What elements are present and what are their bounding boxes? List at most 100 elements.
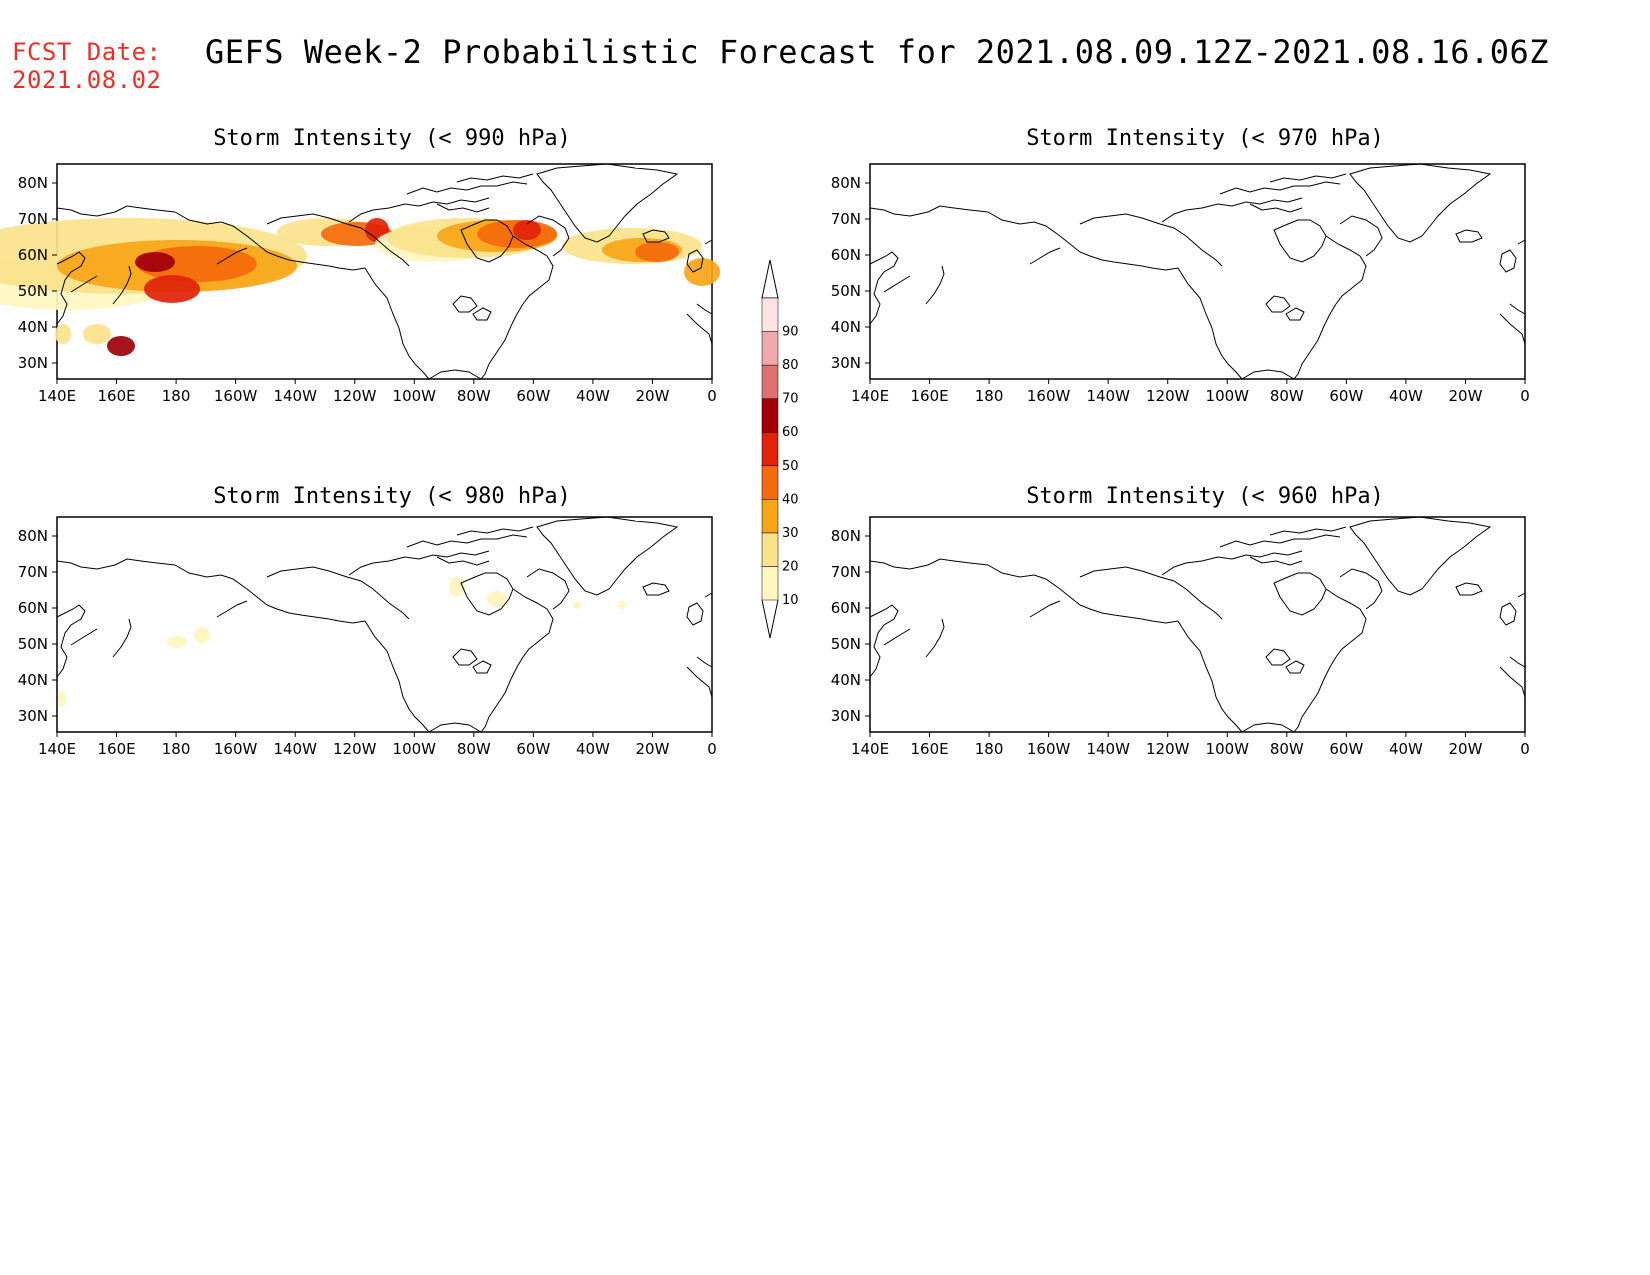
lat-tick-label: 30N [18,707,48,725]
probability-contour-fill [144,275,200,303]
lon-tick-label: 160W [1027,387,1071,405]
colorbar-legend: 10 20 30 40 50 60 70 80 90 [761,259,799,639]
lon-tick-label: 140E [851,387,889,405]
lat-tick-label: 70N [18,563,48,581]
lon-tick-label: 20W [1448,387,1482,405]
map-frame [869,516,1526,733]
lon-tick-label: 80W [1270,387,1304,405]
lat-tick-label: 30N [831,354,861,372]
lon-tick-label: 40W [576,387,610,405]
lon-tick-label: 180 [975,387,1004,405]
colorbar-swatch [761,532,779,567]
lon-tick-label: 40W [1389,740,1423,758]
lon-tick-label: 0 [707,387,717,405]
probability-contour-fill [684,258,720,286]
panel-title-990: Storm Intensity (< 990 hPa) [213,126,571,151]
lat-tick-label: 80N [18,527,48,545]
lat-tick-label: 60N [831,599,861,617]
probability-contour-fill [55,324,71,344]
lon-tick-label: 140W [1086,740,1130,758]
lon-tick-label: 120W [1146,387,1190,405]
panel-title-970: Storm Intensity (< 970 hPa) [1026,126,1384,151]
lon-tick-label: 140W [273,387,317,405]
lat-tick-label: 70N [18,210,48,228]
colorbar-level-label: 70 [782,392,799,407]
colorbar-swatch [761,297,779,332]
lat-tick-label: 40N [831,318,861,336]
lon-tick-label: 140W [1086,387,1130,405]
lon-tick-label: 0 [1520,387,1530,405]
lon-tick-label: 180 [162,387,191,405]
lon-tick-label: 0 [707,740,717,758]
lon-tick-label: 120W [333,387,377,405]
lat-tick-label: 80N [831,527,861,545]
forecast-date-label: FCST Date: 2021.08.02 [12,38,162,94]
panel-970-map [869,163,1526,380]
lon-tick-label: 80W [457,740,491,758]
lon-tick-label: 20W [635,740,669,758]
colorbar-level-label: 30 [782,526,799,541]
probability-contour-fill [618,601,626,609]
colorbar-level-label: 50 [782,459,799,474]
probability-contour-fill [194,627,210,643]
colorbar-swatch [761,331,779,366]
lat-tick-label: 40N [831,671,861,689]
colorbar-swatch [761,465,779,500]
lat-tick-label: 60N [18,246,48,264]
lon-tick-label: 100W [1206,387,1250,405]
lat-tick-label: 40N [18,318,48,336]
lon-tick-label: 60W [516,740,550,758]
lon-tick-label: 60W [516,387,550,405]
lon-tick-label: 100W [393,740,437,758]
lat-tick-label: 60N [831,246,861,264]
probability-contour-fill [135,252,175,272]
lon-tick-label: 20W [1448,740,1482,758]
lon-tick-label: 140E [38,387,76,405]
lon-tick-label: 160E [910,740,948,758]
lat-tick-label: 70N [831,210,861,228]
lon-tick-label: 40W [576,740,610,758]
colorbar-swatch [761,398,779,433]
lon-tick-label: 140E [851,740,889,758]
colorbar-level-label: 10 [782,593,799,608]
probability-contour-fill [167,636,187,648]
lat-tick-label: 60N [18,599,48,617]
lat-tick-label: 30N [831,707,861,725]
probability-contour-fill [635,242,679,262]
lon-tick-label: 160E [910,387,948,405]
lon-tick-label: 120W [1146,740,1190,758]
probability-contour-fill [83,324,111,344]
panel-title-960: Storm Intensity (< 960 hPa) [1026,484,1384,509]
page-title: GEFS Week-2 Probabilistic Forecast for 2… [205,33,1550,71]
colorbar-top-arrow [761,259,779,299]
colorbar-swatch [761,431,779,467]
lon-tick-label: 160W [1027,740,1071,758]
lat-tick-label: 40N [18,671,48,689]
lon-tick-label: 60W [1329,740,1363,758]
lon-tick-label: 140W [273,740,317,758]
colorbar-level-label: 80 [782,358,799,373]
lon-tick-label: 100W [393,387,437,405]
lon-tick-label: 160E [97,387,135,405]
probability-contour-fill [107,336,135,356]
probability-contour-fill [487,591,507,607]
colorbar-level-label: 90 [782,325,799,340]
lon-tick-label: 40W [1389,387,1423,405]
lon-tick-label: 100W [1206,740,1250,758]
lon-tick-label: 120W [333,740,377,758]
lon-tick-label: 160W [214,387,258,405]
lat-tick-label: 50N [831,635,861,653]
lat-tick-label: 50N [831,282,861,300]
colorbar-swatch [761,364,779,399]
panel-980-map [56,516,713,733]
fcst-date-value: 2021.08.02 [12,66,162,94]
axis-labels: 140E 160E 180 160W 140W 120W 100W 80W 60W 40W 20W 0… [18,174,1530,758]
probability-shading-980 [58,577,626,707]
lat-tick-label: 80N [831,174,861,192]
lon-tick-label: 160W [214,740,258,758]
fcst-date-caption: FCST Date: [12,38,162,66]
lat-tick-label: 80N [18,174,48,192]
lon-tick-label: 80W [1270,740,1304,758]
probability-contour-fill [58,691,66,707]
